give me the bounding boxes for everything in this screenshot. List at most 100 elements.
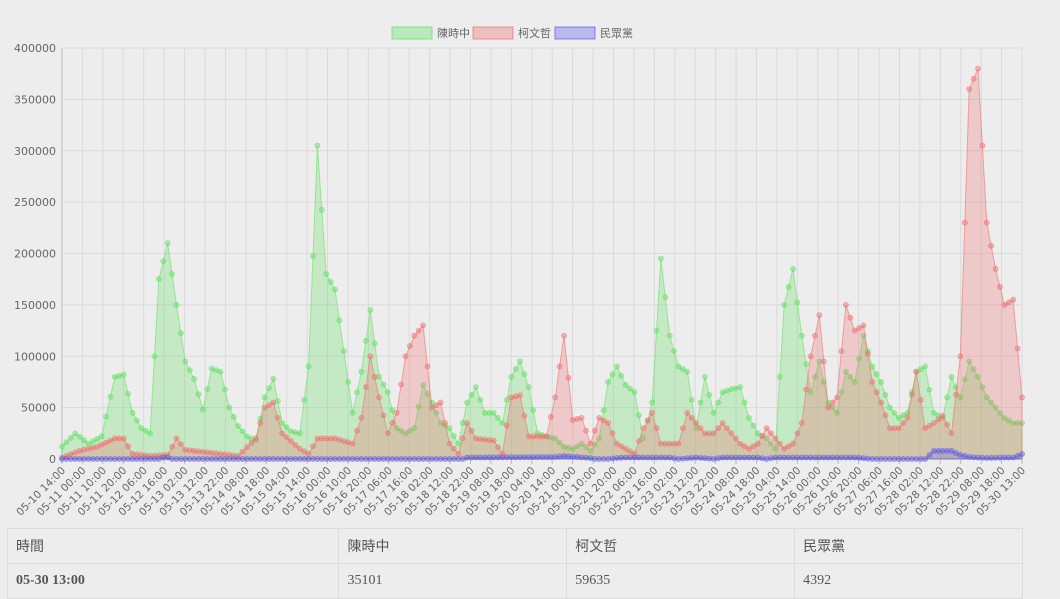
series-point-1: [741, 443, 748, 450]
series-point-0: [182, 358, 189, 365]
series-point-2: [155, 456, 162, 462]
series-point-1: [737, 440, 744, 447]
series-point-1: [746, 445, 752, 452]
series-point-0: [671, 348, 677, 354]
series-point-0: [208, 365, 215, 372]
series-point-2: [609, 455, 616, 462]
series-point-0: [133, 417, 140, 424]
series-point-2: [605, 456, 611, 462]
series-point-2: [120, 456, 127, 462]
series-point-1: [208, 449, 215, 456]
series-point-1: [583, 427, 589, 434]
series-point-2: [252, 456, 259, 462]
series-point-2: [318, 456, 325, 462]
series-point-2: [420, 456, 426, 462]
series-point-1: [636, 438, 642, 444]
series-point-1: [472, 435, 479, 442]
series-point-1: [292, 441, 299, 448]
series-point-1: [988, 242, 995, 249]
series-point-1: [710, 430, 717, 437]
series-point-2: [750, 454, 757, 461]
series-point-2: [160, 454, 167, 461]
series-point-2: [843, 454, 849, 461]
series-point-0: [970, 366, 977, 372]
series-point-1: [697, 425, 704, 432]
series-point-0: [680, 366, 686, 372]
series-point-0: [935, 412, 942, 419]
series-point-0: [195, 391, 202, 398]
series-point-2: [618, 454, 625, 461]
series-point-0: [169, 271, 175, 277]
series-point-1: [314, 435, 321, 442]
series-point-1: [380, 412, 387, 419]
series-point-0: [605, 378, 611, 385]
series-point-2: [574, 453, 581, 460]
series-point-2: [534, 454, 541, 460]
series-point-2: [182, 456, 189, 462]
series-point-0: [354, 389, 360, 396]
series-point-2: [283, 456, 290, 462]
series-point-2: [450, 456, 457, 462]
series-point-2: [446, 456, 453, 462]
series-point-1: [420, 322, 426, 329]
series-point-1: [138, 451, 145, 458]
series-point-2: [147, 456, 153, 462]
series-point-1: [195, 448, 202, 455]
series-point-1: [459, 435, 466, 442]
series-point-2: [433, 456, 440, 462]
series-point-0: [345, 378, 352, 385]
series-point-0: [103, 413, 109, 420]
series-point-0: [746, 414, 752, 421]
series-point-1: [76, 447, 83, 454]
series-point-0: [776, 373, 783, 380]
series-point-2: [909, 456, 915, 462]
series-point-1: [750, 443, 757, 450]
series-point-0: [895, 414, 902, 421]
series-point-2: [979, 454, 986, 461]
series-point-1: [825, 404, 832, 411]
series-point-1: [1010, 296, 1017, 303]
series-point-1: [944, 421, 950, 428]
series-point-1: [1005, 299, 1012, 306]
series-point-2: [710, 456, 717, 462]
series-point-2: [997, 454, 1003, 461]
series-point-0: [398, 427, 404, 434]
series-point-2: [266, 456, 272, 462]
series-point-0: [719, 389, 726, 396]
series-point-2: [459, 456, 466, 462]
series-point-2: [556, 453, 563, 460]
series-point-0: [684, 368, 691, 375]
series-point-2: [983, 455, 990, 461]
series-point-2: [142, 456, 149, 462]
series-point-2: [724, 454, 730, 461]
series-point-2: [376, 456, 382, 462]
series-point-2: [829, 454, 836, 461]
series-point-2: [274, 456, 281, 462]
series-point-1: [644, 417, 651, 424]
series-point-0: [472, 384, 479, 390]
series-point-2: [922, 456, 928, 462]
series-point-1: [384, 430, 391, 437]
series-point-1: [724, 425, 730, 432]
series-point-1: [199, 448, 206, 455]
series-point-0: [873, 371, 880, 378]
series-point-0: [459, 420, 466, 426]
series-point-0: [622, 382, 629, 388]
series-point-2: [917, 456, 924, 462]
series-point-1: [997, 283, 1003, 290]
series-point-2: [305, 456, 312, 462]
series-point-2: [177, 456, 184, 462]
series-point-0: [1014, 420, 1021, 426]
series-point-2: [411, 456, 418, 462]
series-point-2: [525, 454, 532, 460]
series-point-0: [983, 394, 990, 401]
series-point-1: [437, 399, 444, 406]
series-point-2: [684, 455, 691, 462]
series-point-0: [151, 353, 158, 360]
series-point-1: [266, 402, 272, 408]
legend-swatch-2: [554, 26, 596, 40]
series-point-2: [129, 456, 136, 462]
series-point-1: [318, 435, 325, 442]
series-point-2: [926, 451, 933, 458]
series-point-1: [226, 451, 233, 458]
